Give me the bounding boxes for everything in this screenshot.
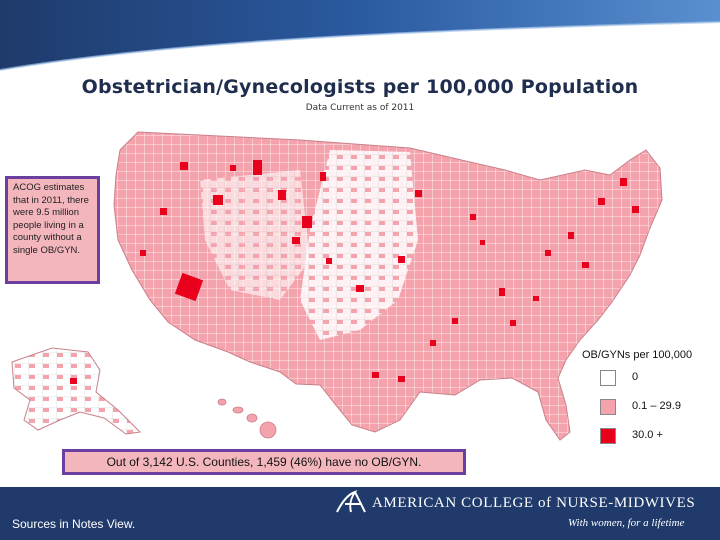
legend-label-zero: 0: [632, 371, 639, 383]
page-subtitle: Data Current as of 2011: [305, 103, 415, 113]
sources-note: Sources in Notes View.: [12, 517, 136, 531]
legend-swatch-low: [600, 399, 616, 415]
legend-swatch-zero: [600, 370, 616, 386]
county-stat-box: Out of 3,142 U.S. Counties, 1,459 (46%) …: [62, 449, 466, 475]
acnm-logo-icon: [336, 490, 366, 513]
map-legend: OB/GYNs per 100,000 0 0.1 – 29.9 30.0 +: [570, 343, 720, 445]
legend-swatch-high: [600, 428, 616, 444]
legend-label-high: 30.0 +: [632, 429, 663, 441]
hawaii: [217, 398, 277, 439]
page-title: Obstetrician/Gynecologists per 100,000 P…: [81, 76, 639, 98]
legend-label-low: 0.1 – 29.9: [632, 400, 681, 412]
acog-callout: ACOG estimates that in 2011, there were …: [5, 176, 100, 284]
org-name: AMERICAN COLLEGE of NURSE-MIDWIVES: [372, 495, 696, 511]
plains-region: [300, 150, 418, 340]
header-swoosh: [0, 0, 720, 86]
alaska: [11, 347, 142, 435]
mountain-region: [200, 170, 310, 300]
footer-bar: [0, 487, 720, 540]
high-density-counties: [140, 160, 639, 382]
legend-title: OB/GYNs per 100,000: [582, 349, 693, 361]
org-tagline: With women, for a lifetime: [568, 517, 685, 529]
